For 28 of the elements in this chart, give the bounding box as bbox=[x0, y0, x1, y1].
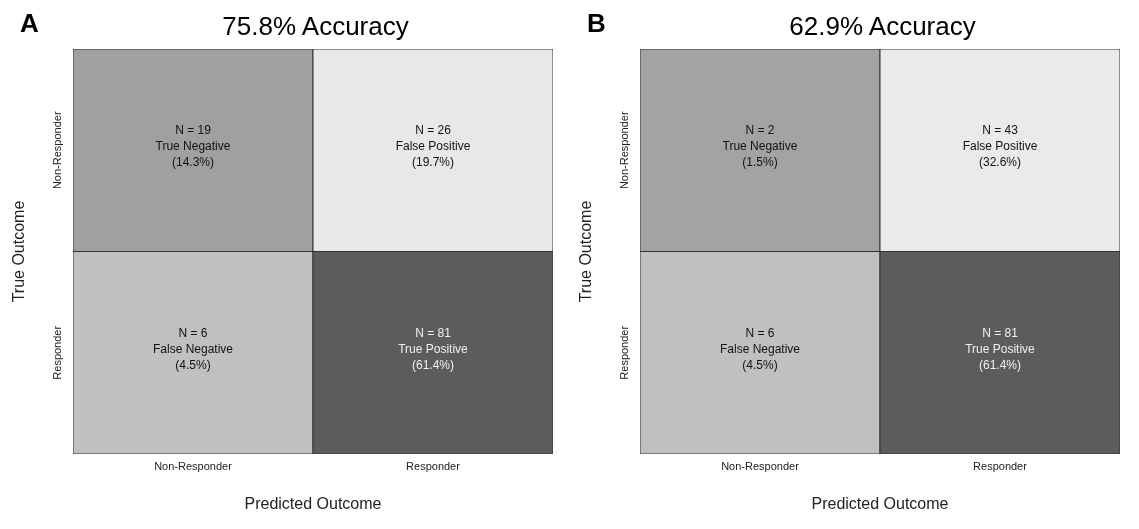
data-label: N = 6 bbox=[178, 325, 208, 340]
text: A bbox=[20, 8, 39, 39]
annotation: True Positive (61.4%) bbox=[398, 341, 469, 372]
data-label: N = 2 bbox=[745, 123, 775, 138]
x-tick-label: Non-Responder bbox=[154, 459, 233, 472]
chart-title: 62.9% Accuracy bbox=[789, 11, 976, 41]
data-label: N = 19 bbox=[175, 123, 212, 138]
annotation: True Negative (14.3%) bbox=[155, 139, 231, 170]
annotation: False Negative (4.5%) bbox=[152, 341, 234, 372]
x-axis-title: Predicted Outcome bbox=[244, 495, 382, 512]
annotation: True Negative (1.5%) bbox=[722, 139, 798, 170]
x-tick-label: Responder bbox=[973, 459, 1028, 472]
data-label: N = 26 bbox=[415, 123, 452, 138]
data-label: N = 6 bbox=[745, 325, 775, 340]
annotation: False Positive (19.7%) bbox=[395, 139, 471, 170]
x-tick-label: Non-Responder bbox=[721, 459, 800, 472]
y-axis-title: True Outcome bbox=[576, 200, 594, 303]
x-tick-label: Responder bbox=[406, 459, 461, 472]
text: B bbox=[587, 8, 606, 39]
annotation: True Positive (61.4%) bbox=[965, 341, 1036, 372]
data-label: N = 43 bbox=[982, 123, 1019, 138]
data-label: N = 81 bbox=[982, 325, 1019, 340]
data-label: N = 81 bbox=[415, 325, 452, 340]
chart-title: 75.8% Accuracy bbox=[222, 11, 409, 41]
y-axis-title: True Outcome bbox=[9, 200, 27, 303]
x-axis-title: Predicted Outcome bbox=[811, 495, 949, 512]
annotation: False Negative (4.5%) bbox=[719, 341, 801, 372]
annotation: False Positive (32.6%) bbox=[962, 139, 1038, 170]
